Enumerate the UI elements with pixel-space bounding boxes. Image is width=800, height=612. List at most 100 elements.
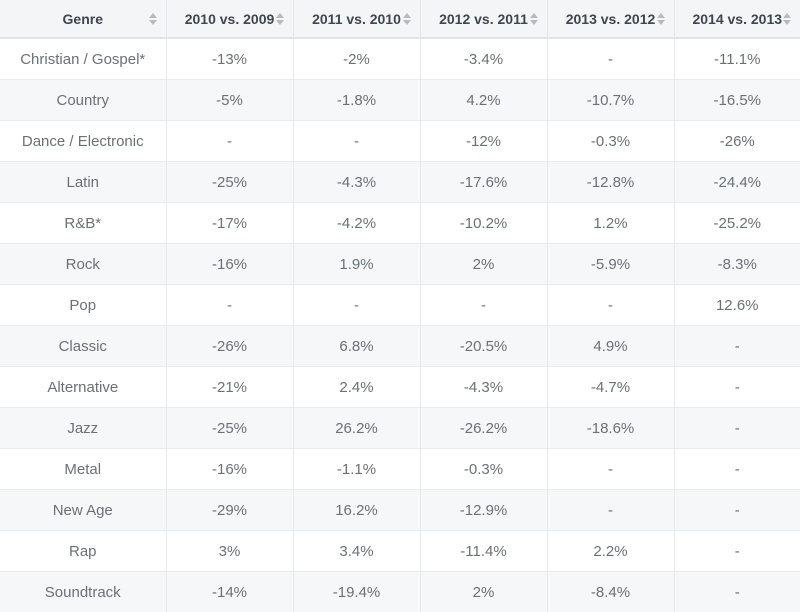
genre-cell: Jazz (0, 408, 166, 449)
sort-arrows-icon (783, 13, 791, 25)
sort-down-icon (149, 20, 157, 25)
value-cell: - (674, 449, 800, 490)
value-cell: -0.3% (420, 449, 547, 490)
genre-cell: Dance / Electronic (0, 121, 166, 162)
sort-down-icon (783, 20, 791, 25)
value-cell: -17.6% (420, 162, 547, 203)
value-cell: -20.5% (420, 326, 547, 367)
table-row: Classic-26%6.8%-20.5%4.9%- (0, 326, 800, 367)
value-cell: -18.6% (547, 408, 674, 449)
value-cell: -12.8% (547, 162, 674, 203)
table-row: R&B*-17%-4.2%-10.2%1.2%-25.2% (0, 203, 800, 244)
value-cell: -11.1% (674, 38, 800, 80)
column-header-2014-vs-2013[interactable]: 2014 vs. 2013 (674, 0, 800, 38)
sort-up-icon (783, 13, 791, 18)
value-cell: 4.9% (547, 326, 674, 367)
column-header-2010-vs-2009[interactable]: 2010 vs. 2009 (166, 0, 293, 38)
value-cell: - (166, 121, 293, 162)
value-cell: -2% (293, 38, 420, 80)
value-cell: -14% (166, 572, 293, 612)
column-header-label: 2012 vs. 2011 (439, 11, 528, 27)
value-cell: -4.3% (420, 367, 547, 408)
value-cell: 2.4% (293, 367, 420, 408)
value-cell: 26.2% (293, 408, 420, 449)
column-header-label: 2010 vs. 2009 (185, 11, 275, 27)
table-row: New Age-29%16.2%-12.9%-- (0, 490, 800, 531)
table-row: Rock-16%1.9%2%-5.9%-8.3% (0, 244, 800, 285)
value-cell: -10.2% (420, 203, 547, 244)
value-cell: -17% (166, 203, 293, 244)
value-cell: 3% (166, 531, 293, 572)
value-cell: -4.7% (547, 367, 674, 408)
sort-down-icon (276, 20, 284, 25)
value-cell: -11.4% (420, 531, 547, 572)
value-cell: -5% (166, 80, 293, 121)
genre-cell: Soundtrack (0, 572, 166, 612)
value-cell: -12.9% (420, 490, 547, 531)
value-cell: - (293, 121, 420, 162)
value-cell: -8.3% (674, 244, 800, 285)
value-cell: - (547, 449, 674, 490)
value-cell: -4.3% (293, 162, 420, 203)
column-header-2013-vs-2012[interactable]: 2013 vs. 2012 (547, 0, 674, 38)
value-cell: - (547, 38, 674, 80)
genre-cell: New Age (0, 490, 166, 531)
column-header-2011-vs-2010[interactable]: 2011 vs. 2010 (293, 0, 420, 38)
column-header-label: Genre (63, 11, 103, 27)
genre-cell: Alternative (0, 367, 166, 408)
value-cell: 1.9% (293, 244, 420, 285)
sort-down-icon (403, 20, 411, 25)
sort-up-icon (276, 13, 284, 18)
value-cell: -0.3% (547, 121, 674, 162)
value-cell: - (547, 285, 674, 326)
sort-up-icon (530, 13, 538, 18)
table-row: Alternative-21%2.4%-4.3%-4.7%- (0, 367, 800, 408)
value-cell: -12% (420, 121, 547, 162)
value-cell: -21% (166, 367, 293, 408)
value-cell: 3.4% (293, 531, 420, 572)
value-cell: -26% (166, 326, 293, 367)
value-cell: -10.7% (547, 80, 674, 121)
table-row: Soundtrack-14%-19.4%2%-8.4%- (0, 572, 800, 612)
table-row: Pop----12.6% (0, 285, 800, 326)
header-row: Genre 2010 vs. 2009 2011 vs. 2010 2012 vs. … (0, 0, 800, 38)
column-header-label: 2014 vs. 2013 (692, 11, 782, 27)
table-row: Metal-16%-1.1%-0.3%-- (0, 449, 800, 490)
value-cell: 16.2% (293, 490, 420, 531)
column-header-2012-vs-2011[interactable]: 2012 vs. 2011 (420, 0, 547, 38)
value-cell: -26% (674, 121, 800, 162)
genre-cell: Country (0, 80, 166, 121)
value-cell: 1.2% (547, 203, 674, 244)
value-cell: 12.6% (674, 285, 800, 326)
value-cell: -25.2% (674, 203, 800, 244)
table-row: Latin-25%-4.3%-17.6%-12.8%-24.4% (0, 162, 800, 203)
column-header-label: 2013 vs. 2012 (566, 11, 656, 27)
genre-cell: Rap (0, 531, 166, 572)
value-cell: -16% (166, 449, 293, 490)
table-row: Country-5%-1.8%4.2%-10.7%-16.5% (0, 80, 800, 121)
sort-up-icon (657, 13, 665, 18)
sort-arrows-icon (149, 13, 157, 25)
value-cell: 2% (420, 244, 547, 285)
table-row: Jazz-25%26.2%-26.2%-18.6%- (0, 408, 800, 449)
value-cell: - (674, 531, 800, 572)
genre-cell: Latin (0, 162, 166, 203)
value-cell: -5.9% (547, 244, 674, 285)
value-cell: 2% (420, 572, 547, 612)
genre-cell: Classic (0, 326, 166, 367)
value-cell: 6.8% (293, 326, 420, 367)
sort-arrows-icon (276, 13, 284, 25)
table-row: Christian / Gospel*-13%-2%-3.4%--11.1% (0, 38, 800, 80)
value-cell: -1.8% (293, 80, 420, 121)
value-cell: -4.2% (293, 203, 420, 244)
sort-arrows-icon (530, 13, 538, 25)
value-cell: - (674, 367, 800, 408)
sort-up-icon (403, 13, 411, 18)
genre-cell: Metal (0, 449, 166, 490)
column-header-genre[interactable]: Genre (0, 0, 166, 38)
sort-arrows-icon (657, 13, 665, 25)
value-cell: -25% (166, 162, 293, 203)
genre-cell: Pop (0, 285, 166, 326)
